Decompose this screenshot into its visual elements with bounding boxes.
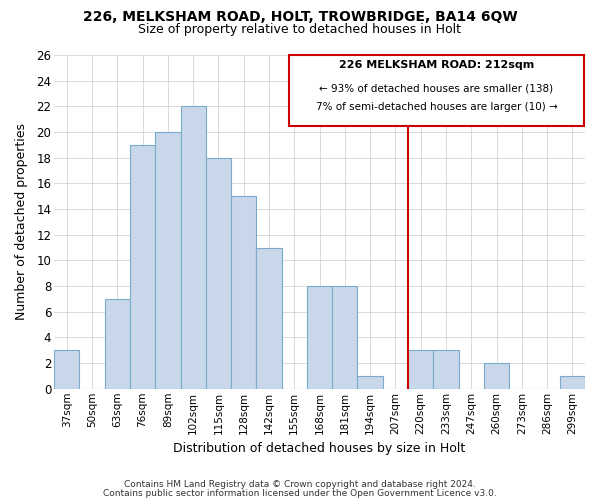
X-axis label: Distribution of detached houses by size in Holt: Distribution of detached houses by size … bbox=[173, 442, 466, 455]
Text: Contains public sector information licensed under the Open Government Licence v3: Contains public sector information licen… bbox=[103, 489, 497, 498]
Text: Size of property relative to detached houses in Holt: Size of property relative to detached ho… bbox=[139, 22, 461, 36]
Bar bbox=[206, 158, 231, 389]
Bar bbox=[54, 350, 79, 389]
Bar bbox=[181, 106, 206, 389]
FancyBboxPatch shape bbox=[289, 55, 584, 126]
Bar bbox=[408, 350, 433, 389]
Bar bbox=[307, 286, 332, 389]
Bar bbox=[433, 350, 458, 389]
Text: 7% of semi-detached houses are larger (10) →: 7% of semi-detached houses are larger (1… bbox=[316, 102, 557, 113]
Text: 226, MELKSHAM ROAD, HOLT, TROWBRIDGE, BA14 6QW: 226, MELKSHAM ROAD, HOLT, TROWBRIDGE, BA… bbox=[83, 10, 517, 24]
Bar bbox=[256, 248, 281, 389]
Bar bbox=[358, 376, 383, 389]
Text: Contains HM Land Registry data © Crown copyright and database right 2024.: Contains HM Land Registry data © Crown c… bbox=[124, 480, 476, 489]
Bar bbox=[130, 145, 155, 389]
Bar bbox=[155, 132, 181, 389]
Y-axis label: Number of detached properties: Number of detached properties bbox=[15, 124, 28, 320]
Bar bbox=[104, 299, 130, 389]
Bar bbox=[332, 286, 358, 389]
Text: 226 MELKSHAM ROAD: 212sqm: 226 MELKSHAM ROAD: 212sqm bbox=[339, 60, 534, 70]
Bar bbox=[231, 196, 256, 389]
Text: ← 93% of detached houses are smaller (138): ← 93% of detached houses are smaller (13… bbox=[319, 83, 554, 93]
Bar bbox=[484, 363, 509, 389]
Bar bbox=[560, 376, 585, 389]
